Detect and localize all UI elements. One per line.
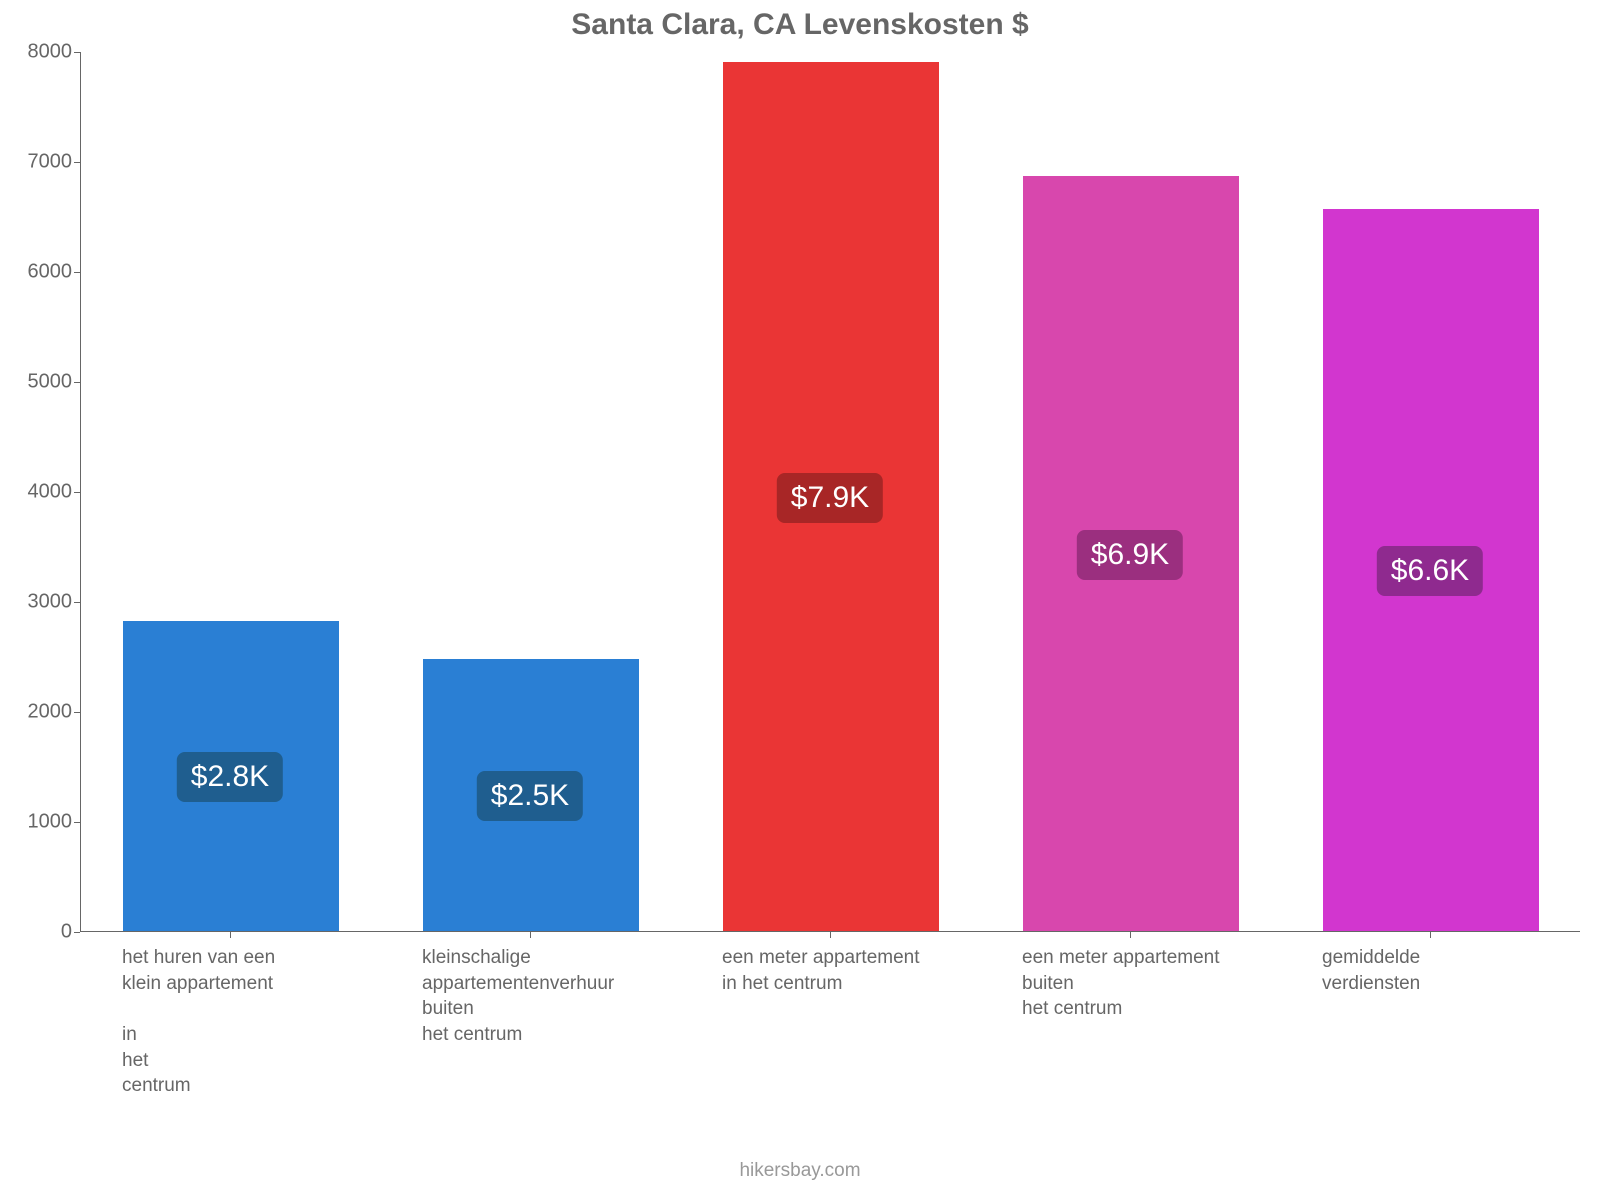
x-tick-mark bbox=[830, 932, 831, 938]
x-axis-label: gemiddelde verdiensten bbox=[1322, 945, 1568, 996]
bar-value-label: $6.6K bbox=[1377, 546, 1483, 596]
cost-of-living-chart: Santa Clara, CA Levenskosten $ 0 1000 2000… bbox=[0, 0, 1600, 1200]
bar-value-label: $2.8K bbox=[177, 752, 283, 802]
y-tick-label: 5000 bbox=[12, 371, 72, 394]
y-tick-label: 0 bbox=[12, 921, 72, 944]
y-tick-label: 3000 bbox=[12, 591, 72, 614]
y-tick-label: 6000 bbox=[12, 261, 72, 284]
x-axis-label: een meter appartement buiten het centrum bbox=[1022, 945, 1268, 1022]
x-axis-label: het huren van een klein appartement in h… bbox=[122, 945, 368, 1099]
x-axis-label: kleinschalige appartementenverhuur buite… bbox=[422, 945, 668, 1048]
x-tick-mark bbox=[530, 932, 531, 938]
y-tick-label: 7000 bbox=[12, 151, 72, 174]
y-tick-label: 2000 bbox=[12, 701, 72, 724]
x-tick-mark bbox=[1130, 932, 1131, 938]
x-axis-label: een meter appartement in het centrum bbox=[722, 945, 968, 996]
bar-value-label: $6.9K bbox=[1077, 530, 1183, 580]
y-tick-label: 1000 bbox=[12, 811, 72, 834]
x-tick-mark bbox=[1430, 932, 1431, 938]
chart-title: Santa Clara, CA Levenskosten $ bbox=[0, 8, 1600, 42]
y-tick-mark bbox=[74, 932, 80, 933]
y-tick-label: 8000 bbox=[12, 41, 72, 64]
x-tick-mark bbox=[230, 932, 231, 938]
bar-value-label: $2.5K bbox=[477, 771, 583, 821]
bar-value-label: $7.9K bbox=[777, 473, 883, 523]
y-tick-label: 4000 bbox=[12, 481, 72, 504]
attribution-text: hikersbay.com bbox=[0, 1160, 1600, 1182]
